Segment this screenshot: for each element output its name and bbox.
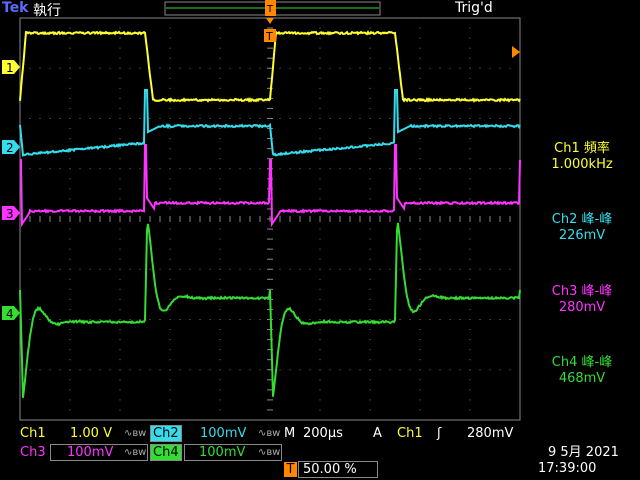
date-display: 9 5月 2021 xyxy=(548,445,619,461)
time-display: 17:39:00 xyxy=(538,461,596,477)
ch4-label-box[interactable]: Ch4 xyxy=(150,444,182,461)
ch3-label[interactable]: Ch3 xyxy=(20,445,46,461)
trigger-level[interactable]: 280mV xyxy=(467,426,513,442)
record-trigger-label: T xyxy=(266,4,274,15)
ch4-bw-limit-icon: ∿ʙw xyxy=(258,445,280,461)
run-state-label: 執行 xyxy=(33,0,61,20)
measurement-1-value: 1.000kHz xyxy=(532,157,632,173)
measurement-3-name: Ch3 峰-峰 xyxy=(532,284,632,300)
ch2-bw-limit-icon: ∿ʙw xyxy=(258,426,280,442)
ch3-scale: 100mV xyxy=(51,445,113,460)
ch4-marker-label: 4 xyxy=(6,307,14,321)
ch4-scale: 100mV xyxy=(185,445,245,460)
brand-logo: Tek xyxy=(2,0,29,16)
trigger-source[interactable]: Ch1 xyxy=(397,426,423,442)
ch1-label: Ch1 xyxy=(20,426,46,441)
measurement-4-name: Ch4 峰-峰 xyxy=(532,355,632,371)
measurement-1-name: Ch1 頻率 xyxy=(532,141,632,157)
ch4-label: Ch4 xyxy=(153,445,179,460)
trigger-position-icon[interactable]: T xyxy=(284,462,297,477)
trigger-position-icon-label: T xyxy=(287,462,295,477)
ch2-scale[interactable]: 100mV xyxy=(200,426,246,442)
measurement-3[interactable]: Ch3 峰-峰 280mV xyxy=(532,284,632,316)
trigger-position-marker-label: T xyxy=(265,30,273,43)
measurement-4[interactable]: Ch4 峰-峰 468mV xyxy=(532,355,632,387)
ch1-scale[interactable]: 1.00 V xyxy=(70,426,112,442)
ch1-marker-label: 1 xyxy=(6,61,14,75)
ch1-bw-limit-icon: ∿ʙw xyxy=(124,426,146,442)
trigger-position-box[interactable]: 50.00 % xyxy=(298,461,378,478)
trigger-status: Trig'd xyxy=(455,0,493,16)
ch3-bw-limit-icon: ∿ʙw xyxy=(124,445,146,461)
ch2-marker-label: 2 xyxy=(6,141,14,155)
measurement-2[interactable]: Ch2 峰-峰 226mV xyxy=(532,212,632,244)
ch1-settings[interactable]: Ch1 xyxy=(20,426,46,442)
measurement-2-name: Ch2 峰-峰 xyxy=(532,212,632,228)
ch3-marker-label: 3 xyxy=(6,207,14,221)
timebase-label: M xyxy=(284,426,295,442)
measurement-1[interactable]: Ch1 頻率 1.000kHz xyxy=(532,141,632,173)
timebase-value[interactable]: 200µs xyxy=(303,426,343,442)
trigger-slope-icon: ʃ xyxy=(437,426,441,442)
measurement-2-value: 226mV xyxy=(532,228,632,244)
measurement-4-value: 468mV xyxy=(532,371,632,387)
ch2-label: Ch2 xyxy=(153,426,179,441)
measurement-3-value: 280mV xyxy=(532,300,632,316)
ch2-label-box[interactable]: Ch2 xyxy=(150,425,182,442)
trigger-position-value: 50.00 % xyxy=(299,462,357,477)
acquisition-label: A xyxy=(373,426,382,442)
